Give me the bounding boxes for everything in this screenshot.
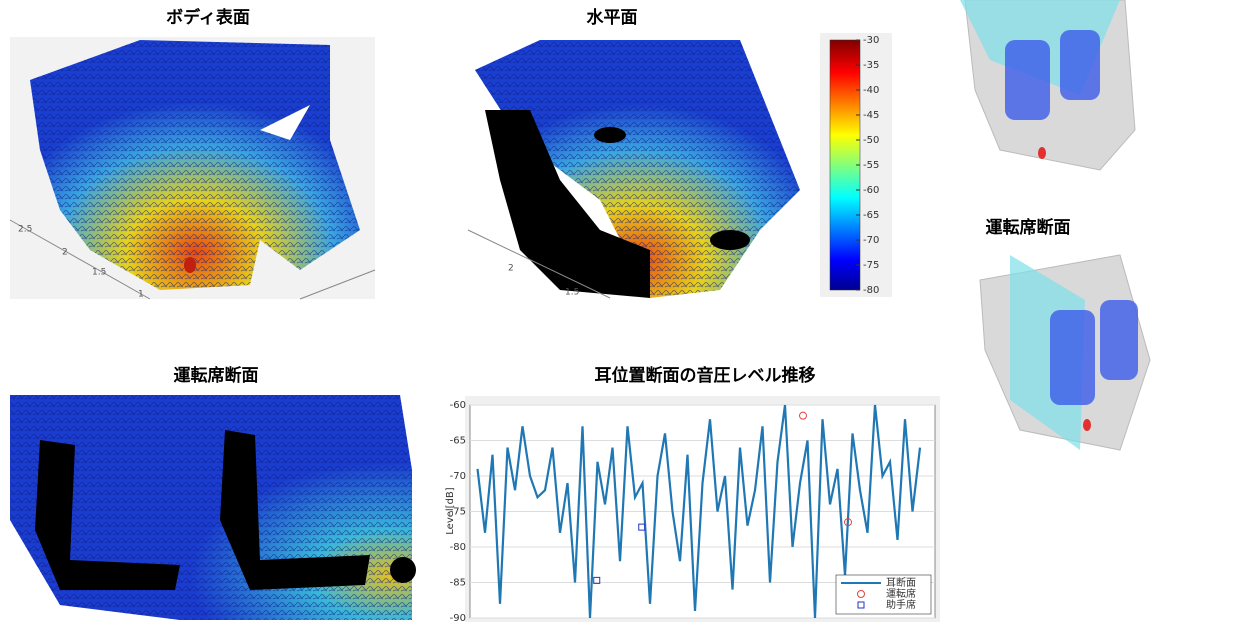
- colorbar-tick-label: -60: [863, 185, 879, 196]
- y-tick-label: -75: [450, 507, 466, 518]
- axis-tick-label: 2: [62, 248, 68, 258]
- axis-tick-label: 2: [508, 264, 514, 274]
- panel-title: 運転席断面: [174, 365, 259, 386]
- legend-label: 助手席: [886, 598, 916, 611]
- colorbar-tick-label: -80: [863, 285, 879, 296]
- panel-title: 水平面: [587, 7, 638, 28]
- y-tick-label: -85: [450, 578, 466, 589]
- legend-label: 運転席: [886, 587, 916, 600]
- axis-tick-label: 2.5: [18, 225, 32, 235]
- axis-tick-label: 1.5: [565, 288, 579, 298]
- legend-label: 耳断面: [886, 576, 916, 589]
- y-tick-label: -90: [450, 613, 466, 622]
- colorbar-tick-label: -45: [863, 110, 879, 121]
- colorbar-tick-label: -40: [863, 85, 879, 96]
- chart-title: 耳位置断面の音圧レベル推移: [595, 365, 816, 386]
- colorbar-tick-label: -55: [863, 160, 879, 171]
- colorbar-tick-label: -70: [863, 235, 879, 246]
- colorbar-tick-label: -35: [863, 60, 879, 71]
- y-tick-label: -70: [450, 471, 466, 482]
- y-tick-label: -80: [450, 542, 466, 553]
- driver-section-render: [10, 395, 416, 620]
- axis-tick-label: 1: [138, 290, 144, 300]
- panel-title: 運転席断面: [986, 217, 1071, 238]
- y-tick-label: -65: [450, 436, 466, 447]
- legend: [836, 575, 931, 614]
- colorbar-tick-label: -50: [863, 135, 879, 146]
- axis-tick-label: 1.5: [92, 268, 106, 278]
- colorbar-tick-label: -75: [863, 260, 879, 271]
- car-render: [960, 0, 1135, 170]
- page: ボディ表面 2.5 2 1.5 1 水平面 2 1.5 運転席断面: [0, 0, 1253, 622]
- y-tick-label: -60: [450, 400, 466, 411]
- colorbar-tick-label: -30: [863, 35, 879, 46]
- panel-title: ボディ表面: [166, 7, 250, 28]
- horizontal-render: 2 1.5: [468, 40, 800, 298]
- car-render: [980, 255, 1150, 450]
- colorbar-tick-label: -65: [863, 210, 879, 221]
- body-render: 2.5 2 1.5 1: [10, 37, 375, 300]
